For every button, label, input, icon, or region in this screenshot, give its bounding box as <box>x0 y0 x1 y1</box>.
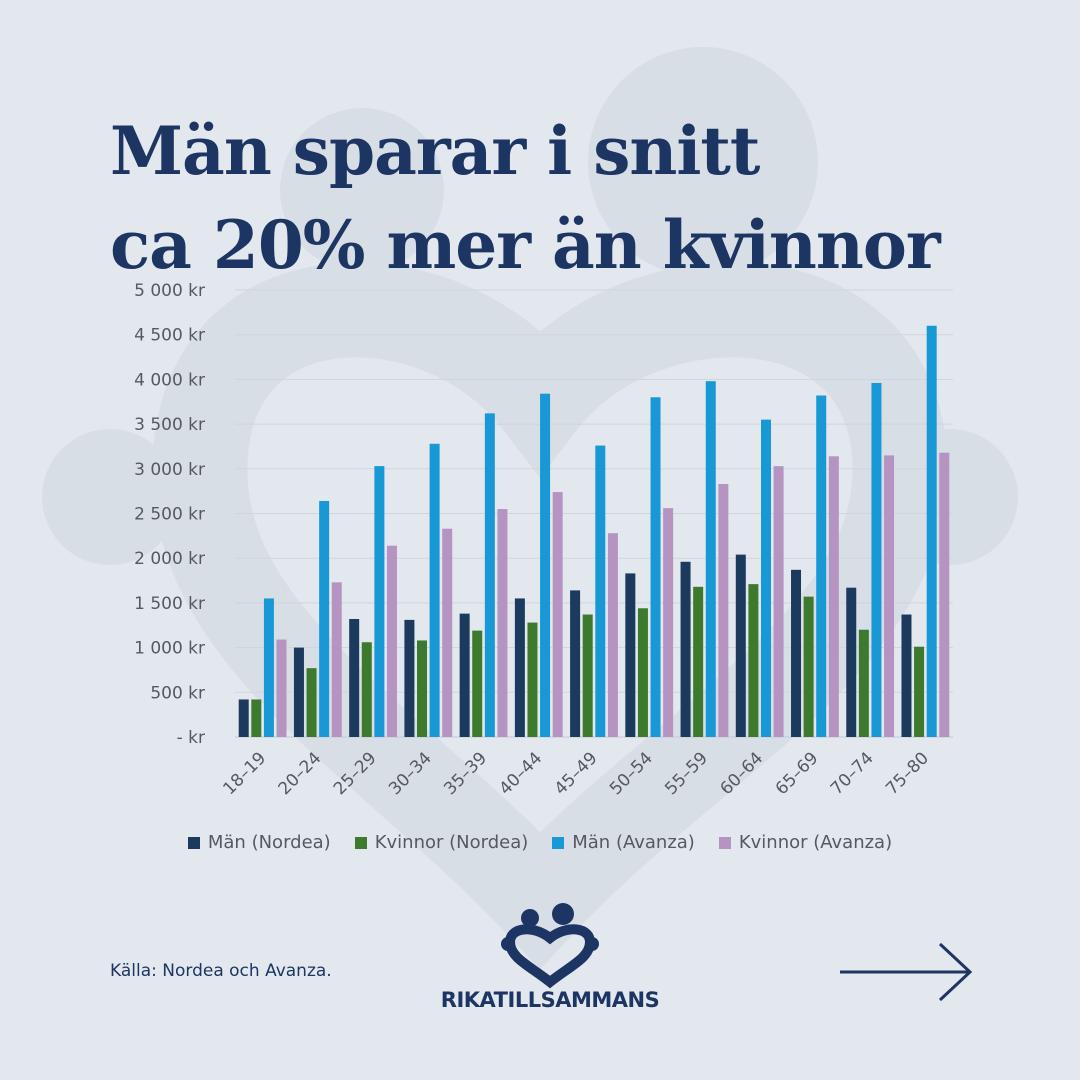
bar <box>331 582 342 737</box>
bar <box>816 395 827 737</box>
x-tick-label: 70–74 <box>827 748 878 799</box>
bar <box>926 325 937 737</box>
bar <box>693 586 704 737</box>
source-note: Källa: Nordea och Avanza. <box>110 961 332 981</box>
bar <box>828 456 839 737</box>
y-tick-label: 2 000 kr <box>134 549 205 569</box>
x-tick-label: 20–24 <box>275 748 326 799</box>
legend-swatch <box>552 836 565 849</box>
bar <box>417 640 428 737</box>
bar <box>293 647 304 737</box>
bar <box>319 500 330 737</box>
legend-swatch <box>354 836 367 849</box>
bar <box>748 584 759 737</box>
y-tick-label: 2 500 kr <box>134 505 205 525</box>
bar <box>884 455 895 737</box>
y-tick-label: 500 kr <box>150 683 205 703</box>
y-tick-label: 1 500 kr <box>134 594 205 614</box>
bar <box>540 393 551 737</box>
bar <box>663 508 674 737</box>
legend-item: Kvinnor (Nordea) <box>354 832 529 853</box>
bar <box>386 545 397 737</box>
legend-label: Män (Nordea) <box>207 832 331 853</box>
page-title: Män sparar i snitt ca 20% mer än kvinnor <box>110 104 941 292</box>
y-tick-label: 3 000 kr <box>134 460 205 480</box>
y-tick-label: 1 000 kr <box>134 639 205 659</box>
bar <box>263 598 274 737</box>
bar <box>846 587 857 737</box>
bar <box>858 629 869 737</box>
legend-label: Kvinnor (Avanza) <box>738 832 893 853</box>
x-tick-label: 60–64 <box>716 748 767 799</box>
next-arrow-icon[interactable] <box>836 940 976 1004</box>
legend-item: Kvinnor (Avanza) <box>718 832 893 853</box>
bar <box>939 452 950 737</box>
bar <box>595 445 606 737</box>
bar <box>251 699 262 737</box>
bar <box>625 573 636 737</box>
bar-chart: - kr 500 kr 1 000 kr 1 500 kr 2 000 kr 2 500 … <box>134 281 953 799</box>
bar <box>472 630 483 737</box>
bar <box>570 590 581 737</box>
y-tick-label: - kr <box>177 728 205 748</box>
title-line-1: Män sparar i snitt <box>110 112 760 190</box>
x-tick-label: 45–49 <box>551 748 602 799</box>
bar <box>349 618 360 737</box>
legend-label: Män (Avanza) <box>572 832 695 853</box>
bar <box>637 608 648 737</box>
bar <box>459 613 470 737</box>
bar <box>527 622 538 737</box>
bar <box>361 642 372 737</box>
bar <box>429 443 440 737</box>
bar <box>914 646 925 737</box>
brand-name: RIKATILLSAMMANS <box>440 988 660 1012</box>
chart-legend: Män (Nordea) Kvinnor (Nordea) Män (Avanza)… <box>0 832 1080 853</box>
bar <box>552 492 563 737</box>
y-tick-label: 5 000 kr <box>134 281 205 301</box>
y-tick-label: 4 500 kr <box>134 326 205 346</box>
brand-logo: RIKATILLSAMMANS <box>420 900 680 1020</box>
bar <box>735 554 746 737</box>
bar <box>484 413 495 737</box>
bar <box>650 397 661 737</box>
x-tick-label: 18–19 <box>219 748 270 799</box>
y-tick-label: 3 500 kr <box>134 415 205 435</box>
bar <box>238 699 249 737</box>
x-tick-label: 50–54 <box>606 748 657 799</box>
heart-people-logo-icon <box>501 903 599 989</box>
bar <box>514 598 525 737</box>
x-tick-label: 40–44 <box>496 748 547 799</box>
x-tick-label: 55–59 <box>661 748 712 799</box>
bar <box>404 619 415 737</box>
bar <box>773 466 784 737</box>
bar <box>276 639 287 737</box>
bar <box>718 483 729 737</box>
bar <box>680 561 691 737</box>
x-tick-label: 30–34 <box>385 748 436 799</box>
bar <box>607 533 618 737</box>
bar <box>871 382 882 737</box>
bar <box>760 419 771 737</box>
x-tick-label: 65–69 <box>772 748 823 799</box>
bar <box>306 668 317 737</box>
title-line-2: ca 20% mer än kvinnor <box>110 206 941 284</box>
legend-item: Män (Nordea) <box>187 832 331 853</box>
bar <box>497 509 508 737</box>
bar <box>442 528 453 737</box>
bar <box>374 466 385 737</box>
bar <box>582 614 593 737</box>
legend-swatch <box>187 836 200 849</box>
x-tick-label: 35–39 <box>440 748 491 799</box>
legend-swatch <box>718 836 731 849</box>
x-tick-label: 75–80 <box>882 748 933 799</box>
bar <box>803 596 814 737</box>
legend-item: Män (Avanza) <box>552 832 695 853</box>
bar <box>705 381 716 737</box>
bar <box>791 569 802 737</box>
y-tick-label: 4 000 kr <box>134 370 205 390</box>
x-tick-label: 25–29 <box>330 748 381 799</box>
bar <box>901 614 912 737</box>
legend-label: Kvinnor (Nordea) <box>374 832 529 853</box>
